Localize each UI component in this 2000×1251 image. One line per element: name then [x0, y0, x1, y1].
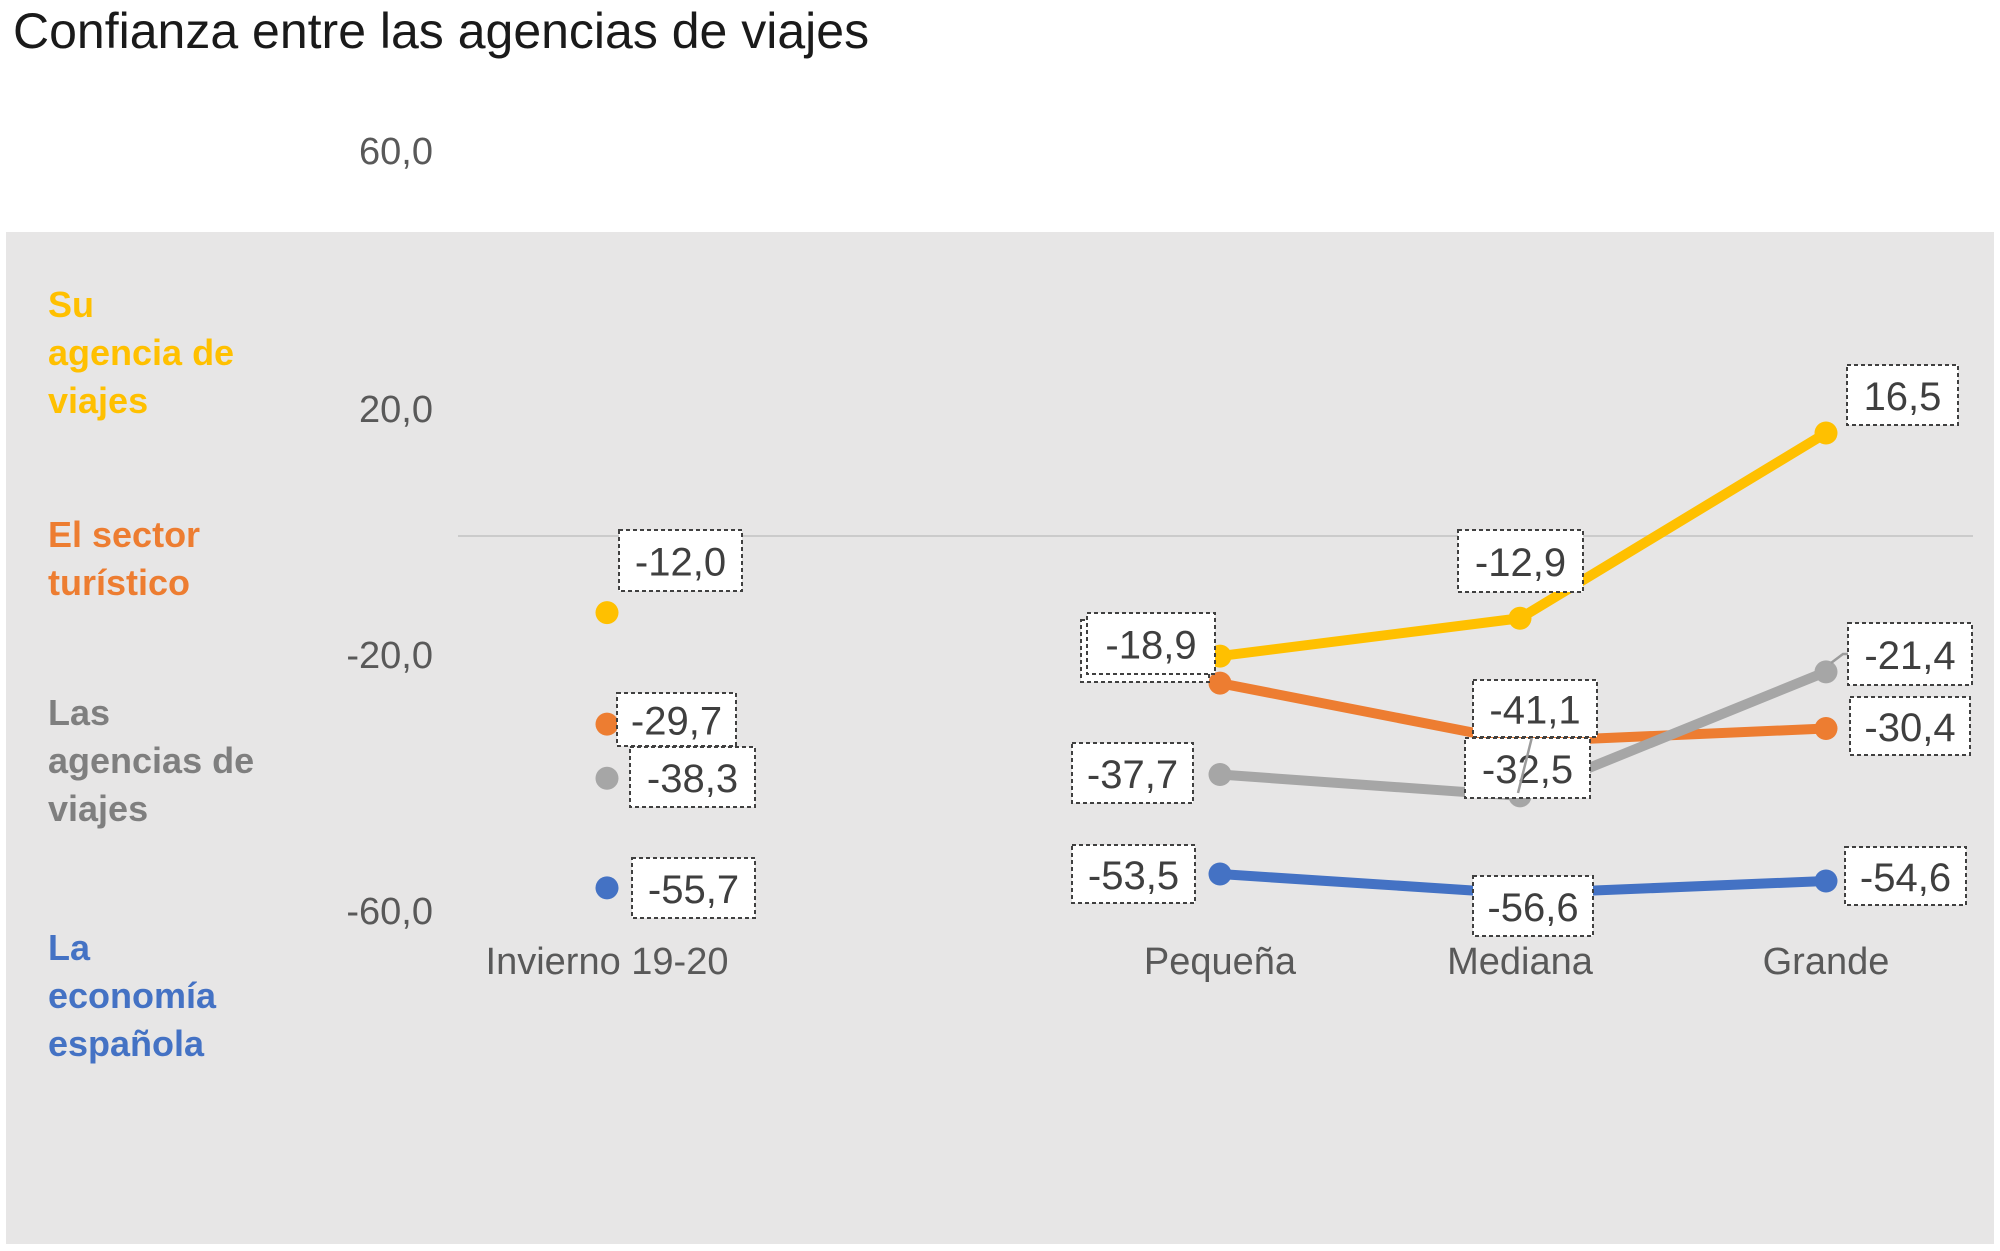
y-tick-neg60: -60,0 [346, 891, 433, 933]
data-label-las-agencias-de-viajes-0: -38,3 [647, 757, 738, 801]
chart-title: Confianza entre las agencias de viajes [13, 3, 870, 59]
data-point-el-sector-turistico-3 [1814, 717, 1838, 741]
y-tick-20: 20,0 [359, 389, 433, 431]
data-label-box-el-sector-turistico-3 [1849, 696, 1971, 756]
data-label-su-agencia-de-viajes-2: -12,9 [1475, 541, 1566, 585]
data-label-box-el-sector-turistico-0 [616, 692, 737, 747]
data-label-box-la-economia-espanola-1 [1071, 844, 1196, 904]
data-label-box-las-agencias-de-viajes-3 [1847, 622, 1973, 686]
data-label-el-sector-turistico-0: -29,7 [631, 700, 722, 744]
data-label-el-sector-turistico-3: -30,4 [1864, 706, 1955, 750]
data-label-la-economia-espanola-3: -54,6 [1860, 856, 1951, 900]
x-label-invierno-19-20: Invierno 19-20 [485, 941, 729, 983]
data-point-el-sector-turistico-0 [595, 712, 619, 736]
data-point-la-economia-espanola-1 [1208, 862, 1232, 886]
data-label-box-la-economia-espanola-0 [631, 857, 756, 919]
data-label-box-las-agencias-de-viajes-1 [1071, 742, 1194, 804]
data-point-su-agencia-de-viajes-2 [1508, 606, 1532, 630]
y-tick-60: 60,0 [359, 131, 433, 173]
data-label-box-las-agencias-de-viajes-2 [1472, 679, 1598, 738]
data-point-el-sector-turistico-1 [1208, 671, 1232, 695]
data-label-box-la-economia-espanola-2 [1472, 875, 1594, 937]
data-label-box-las-agencias-de-viajes-0 [629, 746, 756, 808]
data-label-las-agencias-de-viajes-1: -37,7 [1087, 753, 1178, 797]
data-point-su-agencia-de-viajes-3 [1814, 421, 1838, 445]
data-label-las-agencias-de-viajes-3: -21,4 [1864, 634, 1955, 678]
data-label-su-agencia-de-viajes-0: -12,0 [635, 541, 726, 585]
data-label-su-agencia-de-viajes-3: 16,5 [1864, 375, 1942, 419]
data-label-las-agencias-de-viajes-2: -41,1 [1489, 689, 1580, 733]
label-leader-line-las-agencias-de-viajes-2 [1516, 736, 1534, 794]
data-label-la-economia-espanola-0: -55,7 [648, 868, 739, 912]
data-label-box-su-agencia-de-viajes-2 [1457, 529, 1584, 593]
label-leader-line-las-agencias-de-viajes-3 [1830, 652, 1849, 664]
data-point-las-agencias-de-viajes-3 [1814, 660, 1838, 684]
data-label-box-la-economia-espanola-3 [1844, 846, 1967, 906]
legend-la-economia-espanola: La economía española [48, 927, 217, 1064]
data-point-su-agencia-de-viajes-0 [595, 601, 619, 625]
data-label-su-agencia-de-viajes-1: -18,9 [1105, 624, 1196, 668]
legend-las-agencias-de-viajes: Las agencias de viajes [48, 692, 255, 829]
data-label-box-su-agencia-de-viajes-0 [618, 529, 743, 592]
x-label-pequena: Pequeña [1143, 941, 1297, 983]
data-point-la-economia-espanola-3 [1814, 869, 1838, 893]
data-label-la-economia-espanola-2: -56,6 [1487, 886, 1578, 930]
data-point-las-agencias-de-viajes-0 [595, 766, 619, 790]
data-point-la-economia-espanola-0 [595, 876, 619, 900]
data-label-box-su-agencia-de-viajes-3 [1846, 364, 1959, 426]
legend-el-sector-turistico: El sector turístico [48, 514, 201, 603]
x-label-grande: Grande [1762, 941, 1890, 983]
data-label-box-el-sector-turistico-2 [1464, 737, 1591, 799]
legend-su-agencia-de-viajes: Su agencia de viajes [48, 284, 235, 421]
x-label-mediana: Mediana [1447, 941, 1593, 983]
data-point-las-agencias-de-viajes-1 [1208, 763, 1232, 787]
y-tick-neg20: -20,0 [346, 635, 433, 677]
data-label-la-economia-espanola-1: -53,5 [1088, 854, 1179, 898]
data-label-box-su-agencia-de-viajes-1 [1086, 612, 1216, 675]
